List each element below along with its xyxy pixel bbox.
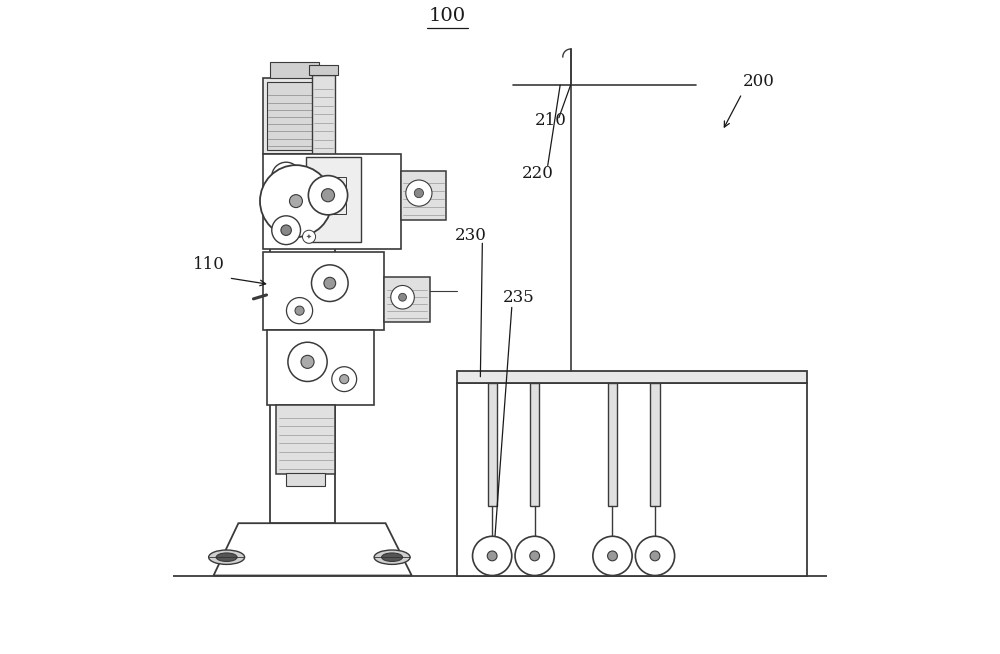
Bar: [270, 147, 335, 523]
Circle shape: [272, 216, 301, 245]
Text: ✦: ✦: [306, 233, 312, 240]
Bar: [457, 383, 807, 576]
Circle shape: [272, 162, 301, 191]
Circle shape: [288, 342, 327, 381]
Polygon shape: [214, 523, 412, 576]
Bar: [401, 171, 446, 220]
Ellipse shape: [374, 550, 410, 564]
Bar: [286, 473, 325, 486]
Text: 100: 100: [429, 7, 466, 25]
Text: 230: 230: [455, 227, 487, 244]
Circle shape: [650, 551, 660, 561]
Circle shape: [515, 536, 554, 576]
Circle shape: [311, 265, 348, 301]
Circle shape: [391, 286, 414, 309]
Bar: [650, 383, 660, 506]
Circle shape: [530, 551, 540, 561]
Bar: [267, 330, 374, 405]
Circle shape: [414, 188, 423, 198]
Bar: [306, 157, 361, 242]
Circle shape: [295, 306, 304, 315]
Bar: [263, 154, 401, 249]
Text: 235: 235: [502, 289, 534, 306]
Circle shape: [406, 180, 432, 206]
Bar: [309, 65, 338, 75]
Circle shape: [399, 294, 406, 301]
Bar: [310, 177, 346, 214]
Circle shape: [281, 171, 291, 182]
Ellipse shape: [209, 550, 245, 564]
Circle shape: [321, 189, 335, 202]
Bar: [267, 82, 322, 150]
Circle shape: [324, 277, 336, 289]
Bar: [312, 75, 335, 160]
Text: 110: 110: [193, 256, 225, 273]
Circle shape: [635, 536, 675, 576]
Circle shape: [308, 176, 348, 215]
Circle shape: [593, 536, 632, 576]
Circle shape: [340, 375, 349, 384]
Circle shape: [301, 355, 314, 368]
Bar: [608, 383, 617, 506]
Circle shape: [608, 551, 617, 561]
Text: 210: 210: [535, 112, 567, 129]
Bar: [530, 383, 539, 506]
Ellipse shape: [216, 553, 237, 561]
Circle shape: [260, 165, 332, 237]
Bar: [276, 405, 335, 474]
Circle shape: [289, 195, 302, 207]
Text: 220: 220: [522, 165, 554, 182]
Circle shape: [286, 298, 313, 324]
Circle shape: [473, 536, 512, 576]
Bar: [457, 371, 807, 383]
Bar: [384, 277, 430, 322]
Ellipse shape: [382, 553, 403, 561]
Bar: [270, 62, 319, 78]
Text: 200: 200: [742, 73, 774, 90]
Circle shape: [302, 230, 316, 243]
Circle shape: [487, 551, 497, 561]
Bar: [263, 78, 325, 154]
Circle shape: [281, 225, 291, 235]
Bar: [263, 252, 384, 330]
Bar: [488, 383, 497, 506]
Circle shape: [332, 367, 357, 392]
